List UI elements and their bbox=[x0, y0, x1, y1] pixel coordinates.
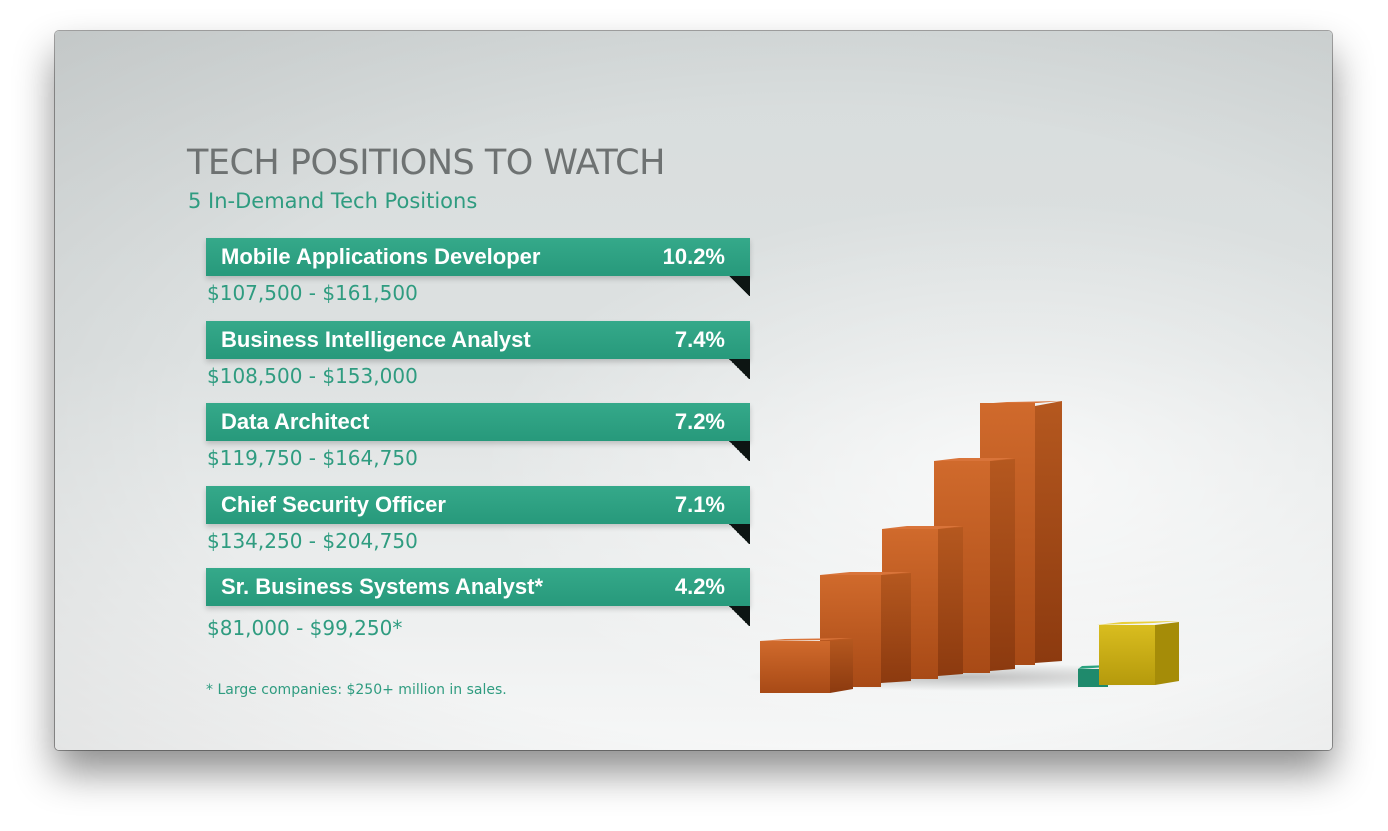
position-name: Business Intelligence Analyst bbox=[221, 327, 531, 352]
position-salary: $108,500 - $153,000 bbox=[207, 364, 418, 388]
position-row: Data Architect 7.2% $119,750 - $164,750 bbox=[206, 403, 752, 483]
position-row: Business Intelligence Analyst 7.4% $108,… bbox=[206, 321, 752, 401]
position-percent: 7.4% bbox=[674, 327, 725, 352]
yellow-block bbox=[1097, 621, 1180, 685]
position-percent: 7.1% bbox=[674, 492, 725, 517]
position-percent: 4.2% bbox=[674, 574, 725, 599]
position-salary: $134,250 - $204,750 bbox=[207, 529, 418, 553]
position-ribbon: Data Architect 7.2% bbox=[206, 403, 750, 441]
decorative-3d-bar-illustration bbox=[745, 401, 1185, 693]
position-name: Data Architect bbox=[221, 409, 370, 434]
position-row: Sr. Business Systems Analyst* 4.2% $81,0… bbox=[206, 568, 752, 648]
ribbon-fold bbox=[728, 276, 750, 296]
position-name: Mobile Applications Developer bbox=[221, 244, 541, 269]
position-ribbon: Sr. Business Systems Analyst* 4.2% bbox=[206, 568, 750, 606]
position-name: Sr. Business Systems Analyst* bbox=[221, 574, 544, 599]
position-percent: 10.2% bbox=[662, 244, 725, 269]
position-salary: $119,750 - $164,750 bbox=[207, 446, 418, 470]
bar-block bbox=[760, 638, 853, 693]
position-ribbon: Mobile Applications Developer 10.2% bbox=[206, 238, 750, 276]
slide-subtitle: 5 In-Demand Tech Positions bbox=[188, 189, 478, 213]
position-name: Chief Security Officer bbox=[221, 492, 446, 517]
footnote: * Large companies: $250+ million in sale… bbox=[206, 682, 507, 698]
position-salary: $107,500 - $161,500 bbox=[207, 281, 418, 305]
position-ribbon: Chief Security Officer 7.1% bbox=[206, 486, 750, 524]
position-ribbon: Business Intelligence Analyst 7.4% bbox=[206, 321, 750, 359]
position-salary: $81,000 - $99,250* bbox=[207, 616, 403, 640]
position-percent: 7.2% bbox=[674, 409, 725, 434]
position-row: Mobile Applications Developer 10.2% $107… bbox=[206, 238, 752, 318]
slide-title: TECH POSITIONS TO WATCH bbox=[187, 143, 665, 183]
presentation-slide: TECH POSITIONS TO WATCH 5 In-Demand Tech… bbox=[55, 31, 1332, 750]
position-row: Chief Security Officer 7.1% $134,250 - $… bbox=[206, 486, 752, 566]
